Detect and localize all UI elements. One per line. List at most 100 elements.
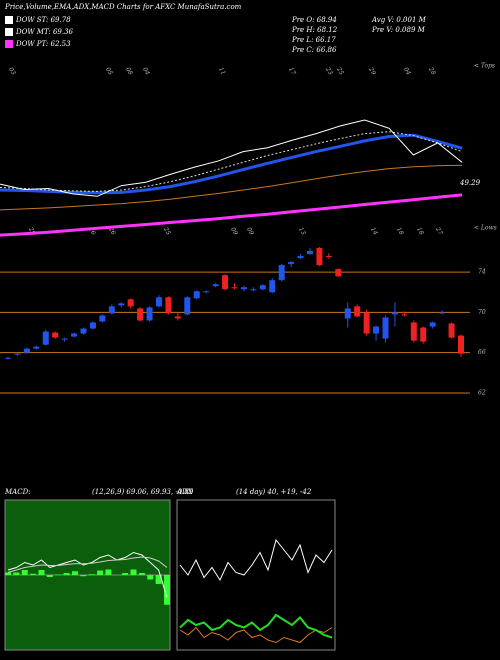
candle-body xyxy=(439,312,446,314)
ema-line xyxy=(0,131,463,192)
candle-body xyxy=(99,315,106,322)
legend-label: DOW MT: 69.36 xyxy=(15,28,74,36)
date-label: 09 xyxy=(229,226,239,236)
candle-body xyxy=(278,265,285,281)
histogram-bar xyxy=(46,575,53,577)
minus-di-line xyxy=(179,626,333,644)
candle-body xyxy=(5,357,11,359)
candle-body xyxy=(429,322,436,327)
date-label: 04 xyxy=(141,66,151,76)
histogram-bar xyxy=(38,570,45,575)
panel-subtitle: (12,26,9) 69.06, 69.93, -0.89 xyxy=(92,488,194,496)
y-tick-label: 66 xyxy=(478,349,486,356)
date-label: 28 xyxy=(426,65,436,76)
date-label: 09 xyxy=(245,226,255,236)
candle-body xyxy=(203,291,210,293)
candle-body xyxy=(250,289,257,291)
candle-body xyxy=(14,353,21,355)
candle-body xyxy=(184,297,191,315)
date-label: 14 xyxy=(369,226,379,236)
legend-swatch xyxy=(5,28,13,36)
ema-line xyxy=(0,119,463,197)
histogram-bar xyxy=(147,575,154,580)
stat: Pre V: 0.089 M xyxy=(371,26,426,34)
date-label: 27 xyxy=(433,225,443,236)
y-tick-label: 70 xyxy=(478,309,486,316)
candle-body xyxy=(23,348,30,353)
candle-body xyxy=(165,297,172,314)
histogram-bar xyxy=(80,575,87,577)
histogram-bar xyxy=(122,573,129,575)
stat: Pre C: 66.86 xyxy=(291,46,337,54)
date-label: 29 xyxy=(366,65,376,76)
stat: Pre O: 68.94 xyxy=(291,16,337,24)
date-label: 25 xyxy=(161,225,171,236)
histogram-bar xyxy=(105,569,112,575)
note: < Tops xyxy=(474,63,495,70)
candle-body xyxy=(61,338,68,340)
histogram-bar xyxy=(164,575,170,605)
date-label: 18 xyxy=(415,226,425,236)
date-label: 23 xyxy=(323,65,333,76)
candle-body xyxy=(382,317,389,339)
ema-line xyxy=(0,164,463,211)
candle-body xyxy=(118,303,125,306)
candle-body xyxy=(297,256,304,259)
ema-line xyxy=(0,193,463,237)
candle-body xyxy=(231,287,238,289)
date-label: 26 xyxy=(106,225,116,236)
date-label: 29 xyxy=(26,225,36,236)
histogram-bar xyxy=(138,573,145,575)
candle-body xyxy=(410,322,417,341)
date-label: 17 xyxy=(287,66,297,76)
candle-body xyxy=(146,307,153,321)
panel-title: ADX xyxy=(176,488,194,496)
candle-body xyxy=(193,291,200,299)
date-label: 25 xyxy=(334,65,344,76)
legend-label: DOW PT: 62.53 xyxy=(15,40,71,48)
histogram-bar xyxy=(5,572,11,575)
candle-body xyxy=(127,299,134,307)
panel-subtitle: (14 day) 40, +19, -42 xyxy=(236,488,312,496)
stat: Avg V: 0.001 M xyxy=(371,16,427,24)
legend-swatch xyxy=(5,40,13,48)
candle-body xyxy=(212,284,219,287)
candle-body xyxy=(363,312,370,334)
date-label: 03 xyxy=(7,66,17,76)
y-tick-label: 62 xyxy=(478,389,486,396)
candle-body xyxy=(316,247,323,266)
histogram-bar xyxy=(97,570,104,575)
histogram-bar xyxy=(88,574,95,575)
candle-body xyxy=(307,251,313,255)
histogram-bar xyxy=(55,574,62,575)
stat: Pre L: 66.17 xyxy=(291,36,336,44)
candle-body xyxy=(174,316,181,319)
legend-label: DOW ST: 69.78 xyxy=(15,16,71,24)
date-label: 18 xyxy=(395,226,405,236)
candle-body xyxy=(42,331,49,345)
signal-line xyxy=(7,556,168,573)
candle-body xyxy=(89,322,96,329)
note: < Lows xyxy=(474,225,497,232)
panel-title: MACD: xyxy=(4,488,31,496)
candle-body xyxy=(335,269,342,277)
candle-body xyxy=(80,328,87,334)
plus-di-line xyxy=(179,613,333,639)
candle-body xyxy=(458,335,464,354)
date-label: 11 xyxy=(217,66,227,76)
candle-body xyxy=(288,262,295,265)
candle-body xyxy=(52,332,59,338)
candle-body xyxy=(137,308,144,321)
candle-body xyxy=(325,256,332,258)
date-label: 04 xyxy=(402,66,412,76)
candle-body xyxy=(373,326,380,334)
date-label: 08 xyxy=(124,66,134,76)
candle-body xyxy=(344,308,351,319)
y-tick-label: 74 xyxy=(478,269,486,276)
candle-body xyxy=(240,287,247,290)
date-label: 16 xyxy=(87,226,97,236)
histogram-bar xyxy=(21,570,28,575)
candle-body xyxy=(222,275,229,290)
candle-body xyxy=(71,333,78,337)
